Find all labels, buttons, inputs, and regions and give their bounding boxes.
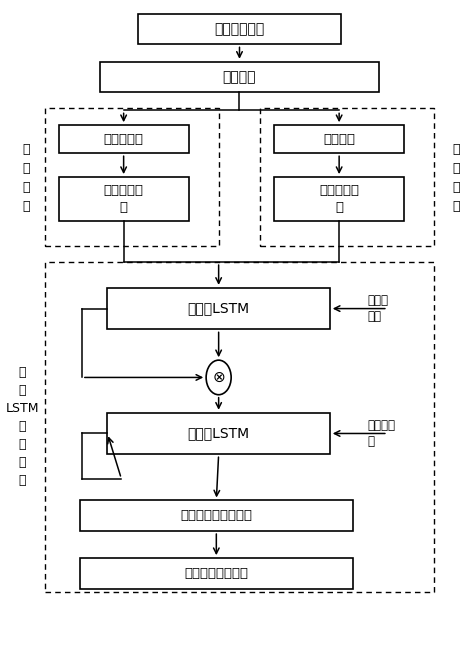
Bar [100,62,379,92]
Text: 结构化信息: 结构化信息 [104,132,144,146]
Text: 模型视图: 模型视图 [223,70,256,84]
Bar [59,125,189,153]
Bar [45,109,219,246]
Bar [80,558,353,589]
Text: 参数初始
化: 参数初始 化 [367,419,395,448]
Text: 视图特征提
取: 视图特征提 取 [319,183,359,214]
Bar [59,177,189,220]
Text: 视图信息: 视图信息 [323,132,355,146]
Text: 构建多模态融合特征: 构建多模态融合特征 [180,509,252,522]
Text: 两
层
LSTM
网
络
结
构: 两 层 LSTM 网 络 结 构 [6,366,39,487]
Bar [108,287,330,329]
Text: 参数初
始化: 参数初 始化 [367,294,388,323]
Bar [274,125,404,153]
Bar [80,501,353,531]
Bar [260,109,434,246]
Text: 结
构
方
面: 结 构 方 面 [23,143,30,213]
Bar [45,262,434,592]
Text: 模
型
方
面: 模 型 方 面 [453,143,460,213]
Bar [137,14,341,45]
Bar [108,413,330,454]
Text: 第二层LSTM: 第二层LSTM [188,426,250,441]
Text: 骨架特征提
取: 骨架特征提 取 [104,183,144,214]
Bar [274,177,404,220]
Text: 相似性度量与评价: 相似性度量与评价 [184,567,248,580]
Circle shape [206,360,231,395]
Text: 第一层LSTM: 第一层LSTM [188,302,250,316]
Text: 三维模型数据: 三维模型数据 [214,22,264,36]
Text: ⊗: ⊗ [212,370,225,385]
